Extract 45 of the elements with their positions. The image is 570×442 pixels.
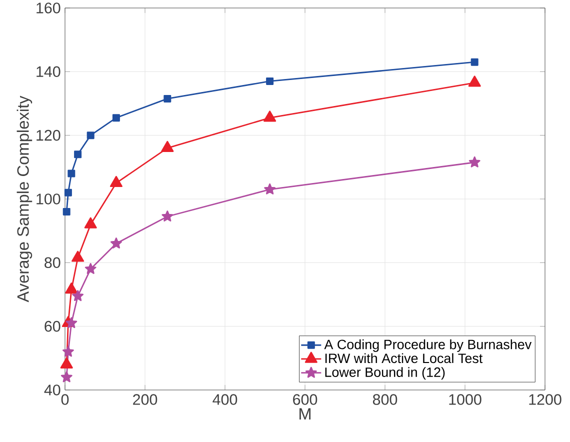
point <box>264 183 276 194</box>
y-tick-label: 160 <box>36 2 60 14</box>
point <box>86 132 94 140</box>
point <box>468 156 480 168</box>
y-tick-label: 60 <box>44 320 60 332</box>
point <box>266 77 274 85</box>
point <box>110 176 122 187</box>
point <box>161 140 174 152</box>
x-tick-label: 400 <box>212 394 238 405</box>
point <box>112 114 120 122</box>
point <box>84 217 97 228</box>
point <box>60 371 72 382</box>
point <box>84 263 96 274</box>
x-tick-label: 200 <box>133 394 158 405</box>
point <box>62 208 70 216</box>
point <box>162 210 174 222</box>
y-tick-label: 100 <box>36 194 60 204</box>
y-axis-title: Average Sample Complexity <box>16 96 32 302</box>
point <box>60 357 73 368</box>
point <box>68 170 76 178</box>
x-tick-label: 1200 <box>529 394 562 405</box>
point <box>470 58 478 66</box>
point <box>72 250 84 262</box>
point <box>164 94 172 102</box>
x-tick-label: 800 <box>372 394 398 405</box>
point <box>64 188 72 196</box>
x-tick-label: 600 <box>293 394 318 405</box>
y-tick-label: 40 <box>44 384 60 396</box>
point <box>468 76 481 87</box>
point <box>62 346 74 357</box>
point <box>74 150 82 158</box>
x-tick-label: 1000 <box>449 394 482 405</box>
x-axis-title: M <box>300 408 310 420</box>
x-tick-label: 0 <box>61 394 69 405</box>
point <box>66 317 78 328</box>
y-tick-label: 120 <box>36 130 60 141</box>
legend-label: IRW with Active Local Test <box>325 353 483 364</box>
y-tick-label: 80 <box>44 257 60 268</box>
point <box>264 110 276 122</box>
point <box>110 238 122 249</box>
point <box>65 282 78 294</box>
y-tick-label: 140 <box>36 66 60 78</box>
point <box>72 290 84 302</box>
legend-label: Lower Bound in (12) <box>325 367 445 380</box>
legend-label: A Coding Procedure by Burnashev <box>324 339 532 352</box>
